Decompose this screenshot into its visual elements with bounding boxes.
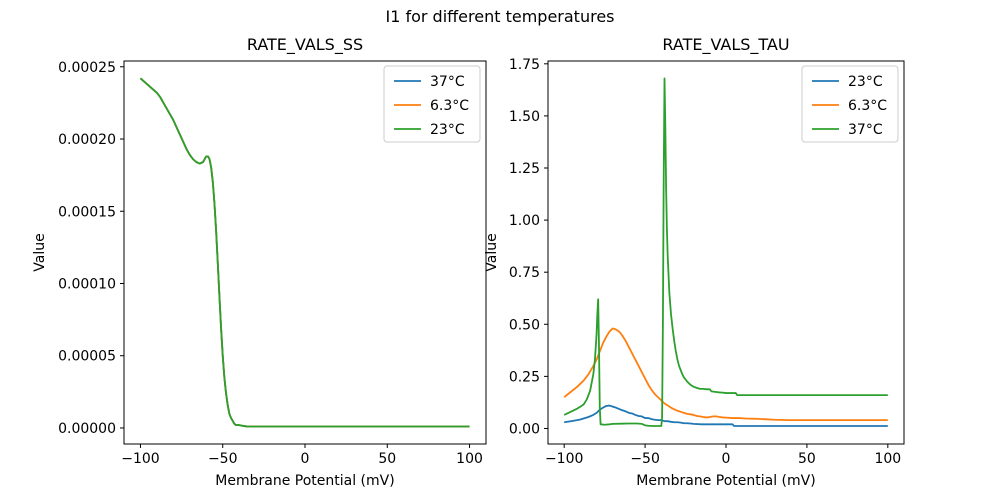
x-tick-label: 50 xyxy=(378,451,396,467)
y-tick-label: 0.50 xyxy=(509,317,540,333)
y-tick-label: 0.00005 xyxy=(58,349,116,365)
x-tick-label: −50 xyxy=(630,451,660,467)
legend-label: 6.3°C xyxy=(848,98,887,114)
legend xyxy=(801,65,899,143)
x-tick-label: −100 xyxy=(121,451,159,467)
y-tick-label: 0.75 xyxy=(509,265,540,281)
y-tick-label: 0.00000 xyxy=(58,421,116,437)
x-tick-label: 0 xyxy=(722,451,731,467)
y-tick-label: 0.00 xyxy=(509,421,540,437)
y-axis-label: Value xyxy=(32,233,48,271)
legend-label: 37°C xyxy=(430,74,465,90)
legend xyxy=(383,65,481,143)
x-tick-label: 100 xyxy=(456,451,483,467)
axes-frame xyxy=(547,60,905,445)
y-tick-label: 1.75 xyxy=(509,57,540,73)
series-line-6.3cc xyxy=(563,327,888,422)
series-line-37cc xyxy=(563,77,888,427)
y-axis-label: Value xyxy=(484,233,500,271)
subplot-title: RATE_VALS_SS xyxy=(247,35,363,55)
x-tick-label: 100 xyxy=(874,451,901,467)
y-tick-label: 0.00015 xyxy=(58,204,116,220)
x-tick-label: 0 xyxy=(301,451,310,467)
y-tick-label: 1.00 xyxy=(509,213,540,229)
x-tick-label: −100 xyxy=(545,451,583,467)
figure-suptitle: I1 for different temperatures xyxy=(385,7,615,26)
y-tick-label: 1.25 xyxy=(509,161,540,177)
x-axis-label: Membrane Potential (mV) xyxy=(215,473,394,489)
y-tick-label: 0.25 xyxy=(509,369,540,385)
series-line-23cc xyxy=(564,404,888,427)
y-tick-label: 0.00010 xyxy=(58,276,116,292)
x-axis-label: Membrane Potential (mV) xyxy=(636,473,815,489)
legend-label: 6.3°C xyxy=(430,98,469,114)
legend-label: 37°C xyxy=(848,122,883,138)
y-tick-label: 1.50 xyxy=(509,109,540,125)
subplot-title: RATE_VALS_TAU xyxy=(662,35,789,55)
legend-label: 23°C xyxy=(430,122,465,138)
y-tick-label: 0.00020 xyxy=(58,132,116,148)
legend-label: 23°C xyxy=(848,74,883,90)
x-tick-label: 50 xyxy=(798,451,816,467)
axes-frame xyxy=(123,60,487,445)
y-tick-label: 0.00025 xyxy=(58,60,116,76)
x-tick-label: −50 xyxy=(208,451,238,467)
series-line-23cc xyxy=(139,77,470,428)
